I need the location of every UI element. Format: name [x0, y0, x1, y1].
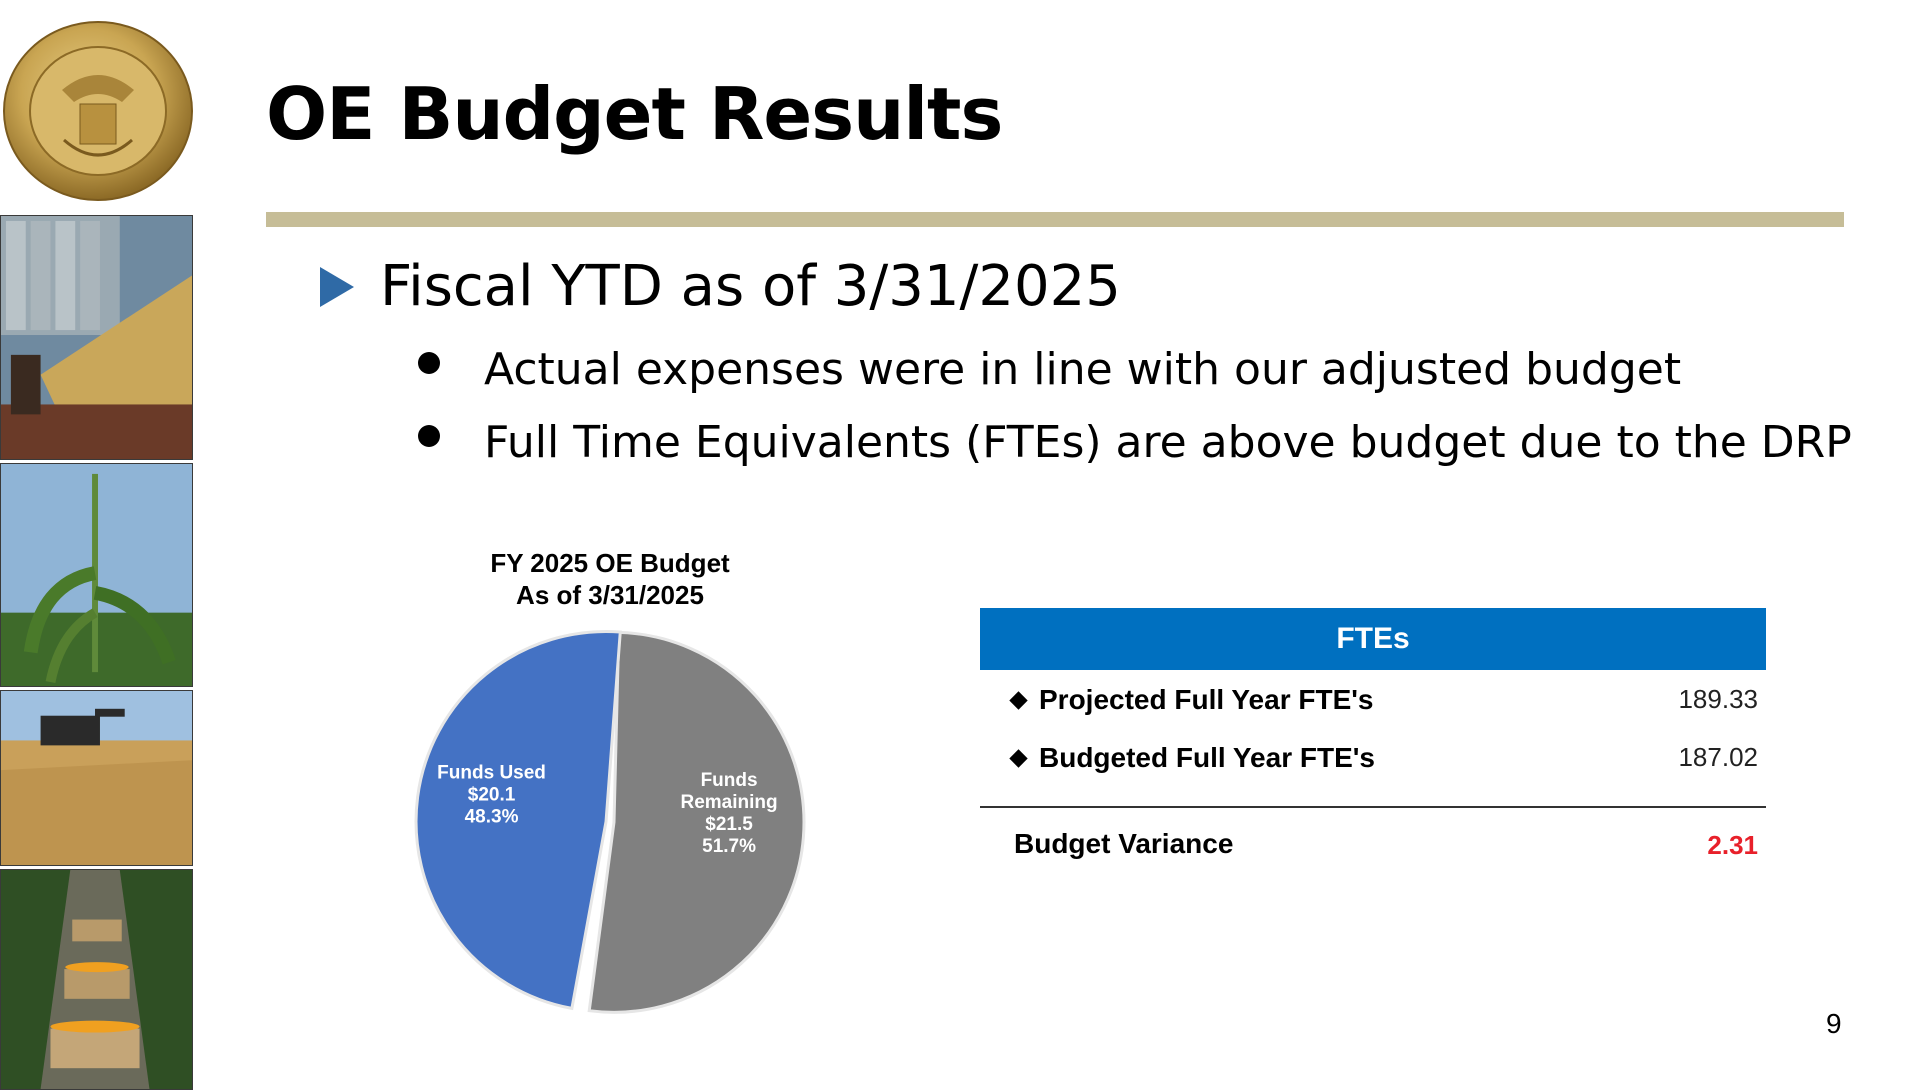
fte-table: FTEs Projected Full Year FTE's 189.33 Bu…: [980, 608, 1766, 878]
pie-svg: Funds Remaining $21.5 51.7% Funds Used $20.1 4…: [414, 630, 806, 1014]
budget-pie-chart: FY 2025 OE Budget As of 3/31/2025 Funds R…: [400, 540, 820, 1020]
page-title: OE Budget Results: [266, 72, 1003, 156]
pie-slice-funds-used: [414, 630, 622, 1011]
fte-row-label: Budgeted Full Year FTE's: [1039, 742, 1375, 773]
fte-row-value: 187.02: [1678, 742, 1758, 772]
pie-slice-funds-remaining: [587, 630, 806, 1014]
main-bullet-text: Fiscal YTD as of 3/31/2025: [380, 254, 1121, 319]
corn-plant-photo: [0, 463, 193, 687]
chart-title-line: FY 2025 OE Budget: [490, 548, 730, 578]
sub-bullet-text: Actual expenses were in line with our ad…: [484, 344, 1682, 395]
fte-row-budgeted: Budgeted Full Year FTE's 187.02: [980, 728, 1766, 786]
grain-elevator-photo: [0, 215, 193, 460]
fte-row-projected: Projected Full Year FTE's 189.33: [980, 670, 1766, 728]
fte-row-label: Projected Full Year FTE's: [1039, 684, 1374, 715]
fte-row-variance: Budget Variance 2.31: [980, 808, 1766, 878]
main-bullet: Fiscal YTD as of 3/31/2025: [320, 254, 1121, 319]
pie-label-funds-remaining: Funds Remaining $21.5 51.7%: [681, 770, 778, 857]
diamond-bullet-icon: [1009, 748, 1028, 768]
sub-bullet-text: Full Time Equivalents (FTEs) are above b…: [484, 417, 1852, 468]
wheat-harvest-photo: [0, 690, 193, 866]
pie-label-funds-used: Funds Used $20.1 48.3%: [437, 763, 546, 828]
fte-row-value: 189.33: [1678, 684, 1758, 714]
chart-title-line: As of 3/31/2025: [516, 580, 704, 610]
citrus-orchard-photo: [0, 869, 193, 1090]
bullet-dot-icon: [418, 351, 440, 374]
sub-bullet: Actual expenses were in line with our ad…: [418, 344, 1681, 395]
page-number: 9: [1826, 1008, 1842, 1039]
triangle-bullet-icon: [320, 266, 354, 307]
diamond-bullet-icon: [1009, 690, 1028, 710]
title-divider: [266, 212, 1844, 227]
variance-label: Budget Variance: [1014, 828, 1234, 859]
fca-seal-logo: [2, 20, 194, 202]
table-divider: [980, 806, 1766, 808]
bullet-dot-icon: [418, 424, 440, 447]
sub-bullet: Full Time Equivalents (FTEs) are above b…: [418, 417, 1852, 468]
fte-table-header: FTEs: [980, 608, 1766, 670]
variance-value: 2.31: [1707, 830, 1758, 860]
